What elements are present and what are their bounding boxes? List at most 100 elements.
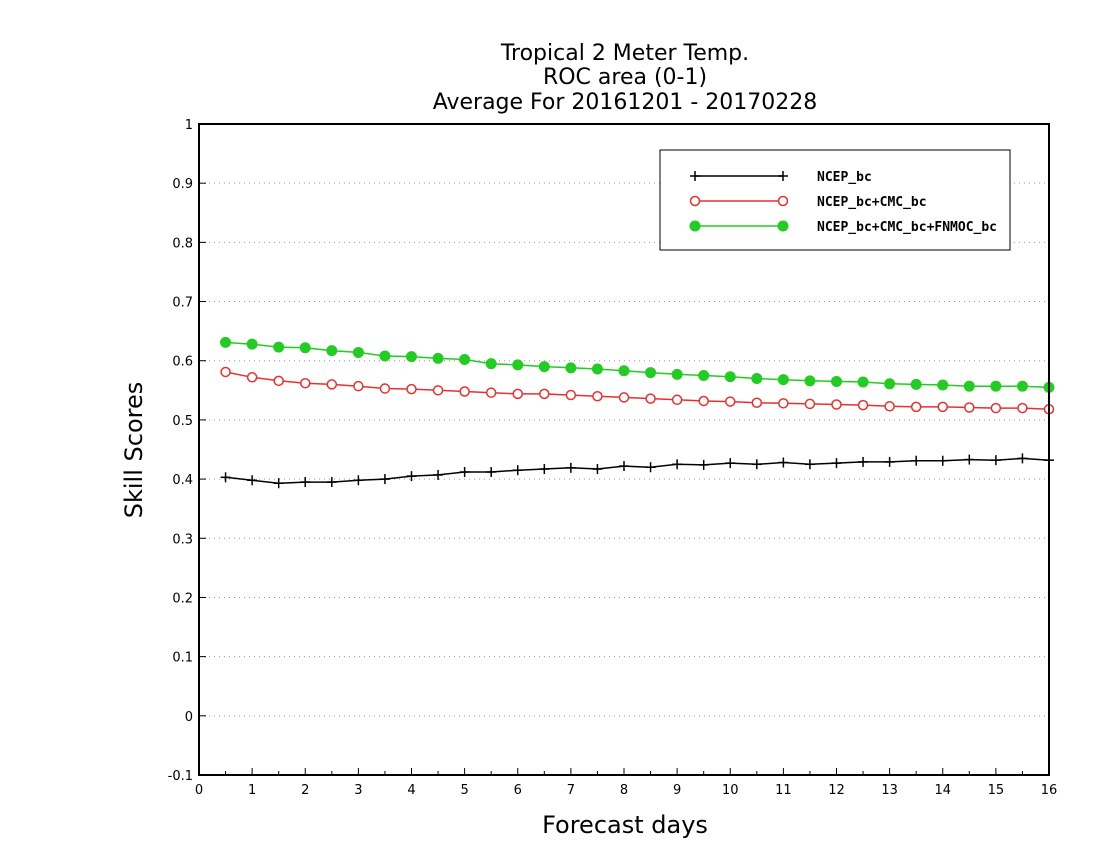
data-point	[406, 471, 417, 482]
data-point	[300, 377, 311, 389]
data-point	[592, 390, 603, 402]
data-point	[725, 396, 736, 407]
data-point	[246, 372, 258, 383]
data-point	[326, 345, 338, 357]
data-point	[459, 354, 471, 366]
x-tick-label: 3	[354, 783, 362, 798]
chart-title-line-1: Tropical 2 Meter Temp.	[500, 41, 749, 66]
data-point	[1016, 380, 1028, 392]
data-point	[326, 477, 337, 488]
data-point	[724, 371, 736, 383]
data-point	[858, 456, 869, 467]
data-point	[512, 388, 523, 400]
y-tick-label: 0.4	[172, 473, 193, 488]
series-0	[220, 453, 1054, 489]
legend-marker	[778, 171, 788, 181]
data-point	[538, 361, 550, 373]
legend-marker	[689, 220, 701, 232]
legend-label: NCEP_bc+CMC_bc+FNMOC_bc	[817, 220, 997, 235]
data-point	[831, 458, 842, 469]
legend-marker	[690, 171, 700, 181]
data-point	[485, 387, 497, 398]
x-tick-label: 5	[460, 783, 468, 798]
legend-box	[659, 149, 1011, 251]
legend-label: NCEP_bc+CMC_bc	[817, 195, 927, 210]
data-point	[220, 366, 231, 378]
data-point	[379, 350, 391, 362]
data-point	[777, 374, 789, 386]
legend-label: NCEP_bc	[817, 170, 872, 185]
data-point	[751, 459, 762, 470]
x-tick-label: 14	[934, 783, 951, 798]
x-tick-label: 7	[567, 783, 575, 798]
y-tick-label: 1	[185, 118, 193, 133]
data-point	[539, 464, 550, 475]
data-point	[485, 358, 497, 370]
data-point	[459, 466, 470, 477]
data-point	[857, 376, 869, 388]
y-tick-label: 0	[185, 710, 193, 725]
data-point	[565, 462, 576, 473]
chart-title-line-3: Average For 20161201 - 20170228	[433, 90, 818, 115]
data-point	[565, 389, 577, 401]
legend-marker	[777, 220, 789, 232]
x-tick-label: 13	[881, 783, 898, 798]
y-tick-label: 0.1	[172, 651, 193, 666]
data-point	[432, 352, 444, 364]
data-point	[778, 398, 789, 409]
data-point	[433, 469, 444, 480]
x-tick-label: 15	[988, 783, 1005, 798]
data-point	[1017, 453, 1028, 464]
data-point	[247, 475, 258, 486]
data-point	[565, 362, 577, 374]
series-line	[225, 371, 1050, 411]
x-tick-label: 2	[301, 783, 309, 798]
data-point	[353, 475, 364, 486]
data-point	[990, 455, 1001, 466]
data-point	[406, 383, 417, 395]
data-point	[352, 346, 364, 358]
data-point	[486, 466, 497, 477]
data-point	[990, 402, 1002, 414]
data-point	[831, 399, 842, 410]
data-point	[964, 402, 975, 413]
data-point	[857, 399, 869, 411]
data-point	[539, 388, 550, 400]
x-tick-label: 9	[673, 783, 681, 798]
x-tick-label: 0	[195, 783, 203, 798]
series-2	[220, 336, 1055, 393]
data-point	[937, 379, 949, 391]
data-point	[698, 395, 709, 407]
data-point	[910, 378, 922, 390]
data-point	[432, 385, 444, 396]
data-point	[618, 392, 630, 403]
data-point	[300, 477, 311, 488]
legend-marker	[689, 195, 701, 207]
series-layer	[220, 336, 1055, 489]
data-point	[592, 464, 603, 475]
data-point	[937, 455, 948, 466]
x-tick-label: 16	[1041, 783, 1058, 798]
data-point	[884, 378, 896, 390]
data-point	[884, 401, 895, 412]
data-point	[459, 386, 470, 397]
data-point	[910, 401, 922, 413]
y-tick-label: 0.7	[172, 296, 193, 311]
y-tick-label: 0.3	[172, 532, 193, 547]
data-point	[672, 459, 683, 470]
data-point	[512, 359, 524, 371]
data-point	[273, 375, 284, 387]
data-point	[645, 462, 656, 473]
data-point	[299, 342, 311, 354]
x-tick-label: 8	[620, 783, 628, 798]
y-tick-label: 0.2	[172, 591, 193, 606]
x-tick-label: 6	[514, 783, 522, 798]
axes: -0.100.10.20.30.40.50.60.70.80.910 1 2 3 4 5 6…	[168, 118, 1058, 798]
x-axis-title: Forecast days	[542, 811, 708, 839]
data-point	[884, 456, 895, 467]
data-point	[725, 458, 736, 469]
chart-title-line-2: ROC area (0-1)	[543, 65, 707, 90]
data-point	[379, 383, 391, 394]
data-point	[220, 336, 232, 348]
